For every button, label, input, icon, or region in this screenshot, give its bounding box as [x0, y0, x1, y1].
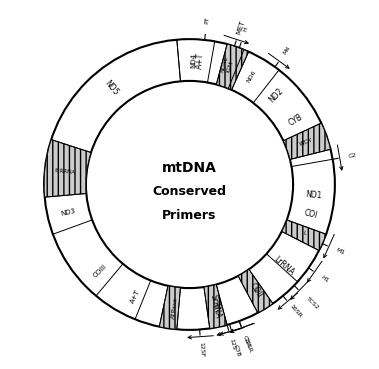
- Text: IGM: IGM: [226, 60, 234, 73]
- Text: ND4L: ND4L: [219, 56, 229, 74]
- Text: ND4: ND4: [191, 52, 197, 68]
- Wedge shape: [204, 284, 227, 328]
- Text: SrRNA: SrRNA: [208, 293, 222, 319]
- Text: M1: M1: [335, 248, 346, 256]
- Text: ND5: ND5: [102, 79, 120, 97]
- Text: 12SR: 12SR: [243, 337, 253, 354]
- Text: C3B: C3B: [233, 344, 241, 357]
- Text: L: L: [302, 230, 307, 236]
- Text: ND1: ND1: [305, 190, 322, 200]
- Wedge shape: [238, 269, 273, 313]
- Text: C2: C2: [348, 153, 357, 159]
- Text: COIII: COIII: [92, 263, 108, 279]
- Text: 16SR: 16SR: [289, 303, 303, 319]
- Text: WCY: WCY: [299, 137, 314, 147]
- Text: V: V: [252, 287, 258, 293]
- Text: Primers: Primers: [162, 209, 217, 222]
- Circle shape: [86, 81, 293, 288]
- Circle shape: [44, 39, 335, 330]
- Text: mtDNA: mtDNA: [162, 161, 217, 175]
- Text: H1: H1: [320, 275, 330, 284]
- Text: tERRNA: tERRNA: [55, 168, 76, 175]
- Text: H: H: [243, 26, 249, 32]
- Text: TCS2: TCS2: [305, 296, 320, 310]
- Wedge shape: [283, 123, 330, 159]
- Text: ND3: ND3: [60, 208, 76, 217]
- Wedge shape: [282, 220, 326, 251]
- Text: ND2: ND2: [267, 86, 285, 104]
- Text: 12SF: 12SF: [198, 342, 204, 357]
- Text: ATPase: ATPase: [171, 297, 178, 319]
- Text: LrRNA: LrRNA: [271, 255, 295, 277]
- Text: COI: COI: [303, 208, 318, 221]
- Wedge shape: [216, 44, 249, 90]
- Text: CYB: CYB: [288, 113, 305, 128]
- Text: M4: M4: [282, 45, 291, 56]
- Wedge shape: [159, 286, 180, 329]
- Text: COII: COII: [247, 281, 263, 299]
- Text: Conserved: Conserved: [152, 185, 227, 198]
- Text: B: B: [213, 304, 218, 309]
- Text: A+T: A+T: [129, 289, 141, 304]
- Text: MET: MET: [235, 19, 246, 35]
- Text: C3A: C3A: [242, 335, 251, 348]
- Text: A+T: A+T: [195, 52, 205, 69]
- Text: PT: PT: [204, 16, 210, 24]
- Text: ND6: ND6: [246, 70, 257, 84]
- Wedge shape: [44, 139, 91, 197]
- Text: 12S: 12S: [229, 338, 236, 351]
